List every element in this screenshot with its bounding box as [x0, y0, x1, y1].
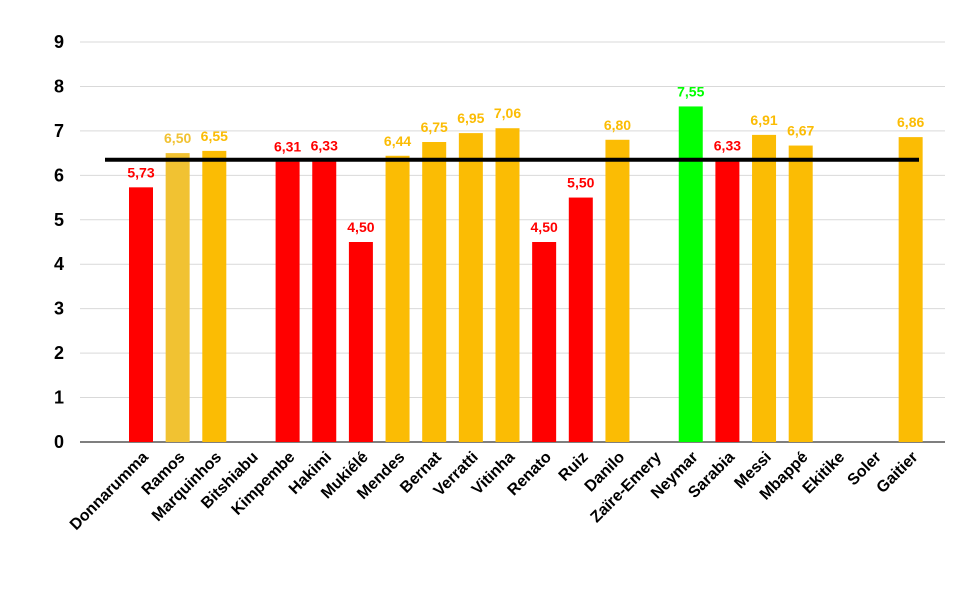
bar: [275, 161, 300, 443]
data-label: 7,06: [494, 105, 521, 121]
bar: [568, 197, 593, 442]
bar: [312, 160, 337, 442]
bar: [129, 187, 153, 442]
bar: [495, 128, 520, 442]
data-labels: 5,73 6,50 6,55 6,31 6,33 4,50 6,44 6,75 6,95 7,06…: [127, 83, 924, 235]
data-label: 6,33: [311, 138, 338, 154]
data-label: 4,50: [347, 219, 374, 235]
bar: [348, 242, 373, 442]
y-tick-label: 7: [54, 121, 64, 141]
bar: [165, 153, 190, 442]
y-tick-label: 5: [54, 210, 64, 230]
y-tick-label: 0: [54, 432, 64, 452]
bars: [129, 106, 923, 443]
data-label: 6,86: [897, 114, 924, 130]
y-tick-label: 2: [54, 343, 64, 363]
data-label: 6,91: [750, 112, 777, 128]
bar: [605, 139, 630, 442]
data-label: 6,67: [787, 123, 814, 139]
bar: [422, 142, 447, 442]
y-tick-label: 1: [54, 388, 64, 408]
x-category-label: Gaitier: [874, 449, 922, 497]
bar: [898, 137, 923, 442]
bar: [752, 134, 777, 442]
bar: [715, 160, 740, 442]
data-label: 7,55: [677, 83, 704, 99]
data-label: 6,95: [457, 110, 484, 126]
data-label: 6,80: [604, 117, 631, 133]
data-label: 6,33: [714, 138, 741, 154]
data-label: 6,55: [201, 128, 228, 144]
data-label: 4,50: [531, 219, 558, 235]
data-label: 5,50: [567, 175, 594, 191]
bar: [678, 106, 703, 442]
bar: [202, 150, 227, 442]
y-axis-tick-labels: 0 1 2 3 4 5 6 7 8 9: [54, 32, 64, 452]
bar: [385, 155, 410, 442]
data-label: 6,50: [164, 130, 191, 146]
data-label: 6,31: [274, 139, 301, 155]
y-tick-label: 9: [54, 32, 64, 52]
bar: [458, 133, 483, 442]
data-label: 5,73: [127, 164, 154, 180]
y-tick-label: 3: [54, 299, 64, 319]
x-category-label: Donnarumma: [67, 449, 152, 534]
bar: [532, 242, 557, 442]
x-axis-category-labels: DonnarummaRamosMarquinhosBitshiabuKimpem…: [67, 448, 922, 533]
data-label: 6,75: [421, 119, 448, 135]
y-tick-label: 8: [54, 76, 64, 96]
data-label: 6,44: [384, 133, 411, 149]
bar: [788, 145, 813, 443]
x-category-label: Ekitike: [800, 449, 849, 498]
y-tick-label: 4: [54, 254, 64, 274]
y-tick-label: 6: [54, 165, 64, 185]
